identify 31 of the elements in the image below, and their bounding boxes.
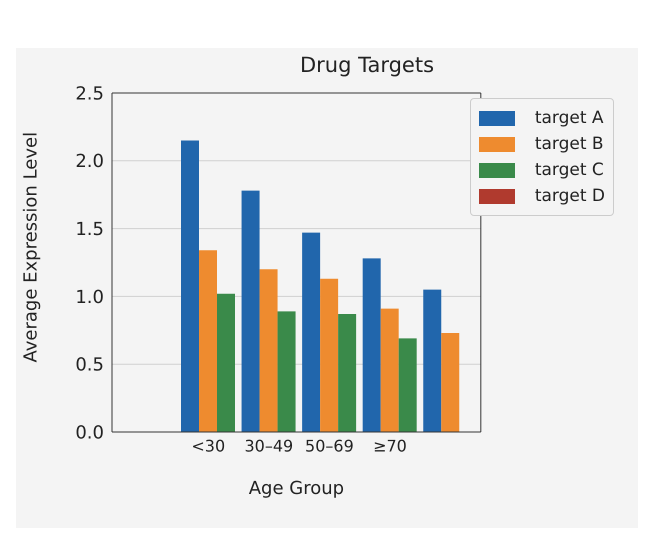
x-axis-title: Age Group bbox=[248, 478, 344, 499]
bar bbox=[423, 290, 442, 432]
bar bbox=[380, 308, 399, 432]
bar bbox=[320, 278, 338, 432]
bar bbox=[260, 269, 278, 432]
y-tick-label: 2.5 bbox=[75, 83, 104, 104]
y-tick-label: 1.5 bbox=[75, 218, 104, 240]
legend-label: target A bbox=[534, 108, 604, 128]
bar bbox=[338, 314, 356, 432]
y-axis-title: Average Expression Level bbox=[20, 132, 42, 362]
legend-label: target D bbox=[534, 186, 605, 206]
bar bbox=[398, 338, 417, 432]
x-tick-label: 30–49 bbox=[244, 436, 294, 456]
x-tick-label: <30 bbox=[191, 436, 226, 456]
chart-title: Drug Targets bbox=[298, 52, 436, 79]
x-tick-label: 50–69 bbox=[305, 436, 354, 456]
bar bbox=[217, 294, 235, 432]
y-tick-label: 0.0 bbox=[75, 422, 104, 444]
bar bbox=[278, 311, 296, 432]
bar bbox=[441, 333, 460, 432]
bar bbox=[199, 250, 217, 432]
y-tick-label: 1.0 bbox=[75, 286, 104, 308]
bar bbox=[181, 140, 199, 432]
legend-label: target C bbox=[534, 160, 604, 180]
y-tick-label: 2.0 bbox=[75, 151, 104, 172]
y-tick-label: 0.5 bbox=[75, 354, 104, 376]
bar bbox=[362, 258, 381, 432]
bar bbox=[242, 190, 260, 432]
x-tick-label: ≥70 bbox=[373, 436, 407, 456]
bar bbox=[302, 232, 320, 432]
legend-label: target B bbox=[534, 134, 604, 154]
